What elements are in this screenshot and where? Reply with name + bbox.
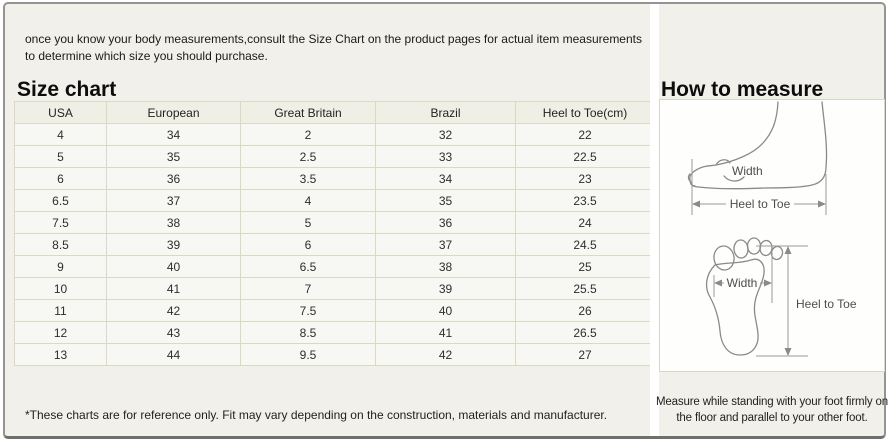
side-width-label: Width	[732, 164, 763, 178]
table-cell: 32	[375, 123, 516, 146]
size-chart-heading: Size chart	[17, 78, 117, 102]
how-to-measure-heading: How to measure	[661, 78, 824, 102]
table-cell: 26.5	[515, 321, 655, 344]
table-cell: 27	[515, 343, 655, 366]
table-cell: 9	[14, 255, 107, 278]
table-cell: 37	[375, 233, 516, 256]
table-cell: 42	[106, 299, 241, 322]
print-heel-to-toe-label: Heel to Toe	[796, 297, 857, 311]
table-row: 11 42 7.5 40 26	[14, 299, 655, 322]
table-cell: 34	[106, 123, 241, 146]
table-cell: 25	[515, 255, 655, 278]
table-cell: 6.5	[14, 189, 107, 212]
table-cell: 6.5	[240, 255, 376, 278]
table-cell: 40	[106, 255, 241, 278]
table-cell: 7.5	[14, 211, 107, 234]
reference-footnote: *These charts are for reference only. Fi…	[25, 408, 608, 422]
table-cell: 41	[375, 321, 516, 344]
content-frame: once you know your body measurements,con…	[3, 2, 888, 439]
table-cell: 11	[14, 299, 107, 322]
table-cell: 10	[14, 277, 107, 300]
table-cell: 34	[375, 167, 516, 190]
table-cell: 2	[240, 123, 376, 146]
table-cell: 7.5	[240, 299, 376, 322]
table-cell: 36	[106, 167, 241, 190]
table-cell: 6	[14, 167, 107, 190]
print-width-label: Width	[727, 276, 758, 290]
table-cell: 9.5	[240, 343, 376, 366]
measure-instruction: Measure while standing with your foot fi…	[655, 395, 888, 424]
table-cell: 3.5	[240, 167, 376, 190]
table-cell: 26	[515, 299, 655, 322]
measure-diagram-box: Width Heel to Toe	[659, 99, 885, 372]
column-header: Heel to Toe(cm)	[515, 101, 655, 124]
table-cell: 24	[515, 211, 655, 234]
table-row: 7.5 38 5 36 24	[14, 211, 655, 234]
section-divider	[650, 4, 659, 436]
table-cell: 36	[375, 211, 516, 234]
table-row: 6 36 3.5 34 23	[14, 167, 655, 190]
table-header-row: USA European Great Britain Brazil Heel to To…	[14, 101, 655, 124]
table-cell: 38	[375, 255, 516, 278]
table-cell: 43	[106, 321, 241, 344]
table-cell: 33	[375, 145, 516, 168]
table-cell: 41	[106, 277, 241, 300]
table-cell: 35	[106, 145, 241, 168]
table-cell: 5	[14, 145, 107, 168]
table-cell: 7	[240, 277, 376, 300]
table-cell: 4	[14, 123, 107, 146]
table-cell: 38	[106, 211, 241, 234]
table-cell: 25.5	[515, 277, 655, 300]
table-cell: 37	[106, 189, 241, 212]
foot-print-view-diagram: Width Heel to Toe	[705, 237, 857, 357]
table-cell: 22.5	[515, 145, 655, 168]
table-cell: 5	[240, 211, 376, 234]
table-cell: 4	[240, 189, 376, 212]
foot-side-view-diagram: Width Heel to Toe	[687, 101, 828, 215]
table-cell: 35	[375, 189, 516, 212]
intro-text: once you know your body measurements,con…	[25, 32, 642, 63]
table-cell: 23.5	[515, 189, 655, 212]
table-cell: 8.5	[14, 233, 107, 256]
table-row: 13 44 9.5 42 27	[14, 343, 655, 366]
table-row: 10 41 7 39 25.5	[14, 277, 655, 300]
table-cell: 2.5	[240, 145, 376, 168]
table-cell: 40	[375, 299, 516, 322]
table-row: 5 35 2.5 33 22.5	[14, 145, 655, 168]
column-header: Brazil	[375, 101, 516, 124]
table-cell: 24.5	[515, 233, 655, 256]
table-cell: 39	[375, 277, 516, 300]
table-cell: 42	[375, 343, 516, 366]
size-conversion-table: USA European Great Britain Brazil Heel to To…	[14, 101, 655, 366]
table-cell: 44	[106, 343, 241, 366]
table-row: 6.5 37 4 35 23.5	[14, 189, 655, 212]
column-header: USA	[14, 101, 107, 124]
table-cell: 8.5	[240, 321, 376, 344]
side-heel-to-toe-label: Heel to Toe	[730, 197, 791, 211]
table-row: 12 43 8.5 41 26.5	[14, 321, 655, 344]
table-row: 8.5 39 6 37 24.5	[14, 233, 655, 256]
table-cell: 12	[14, 321, 107, 344]
column-header: European	[106, 101, 241, 124]
size-table-body: 4 34 2 32 22 5 35 2.5 33 22.5 6 36 3.5 34 23 6.5 37 4 35 23…	[14, 123, 655, 366]
column-header: Great Britain	[240, 101, 376, 124]
table-cell: 22	[515, 123, 655, 146]
table-cell: 6	[240, 233, 376, 256]
table-row: 4 34 2 32 22	[14, 123, 655, 146]
table-row: 9 40 6.5 38 25	[14, 255, 655, 278]
table-cell: 23	[515, 167, 655, 190]
table-cell: 39	[106, 233, 241, 256]
table-cell: 13	[14, 343, 107, 366]
